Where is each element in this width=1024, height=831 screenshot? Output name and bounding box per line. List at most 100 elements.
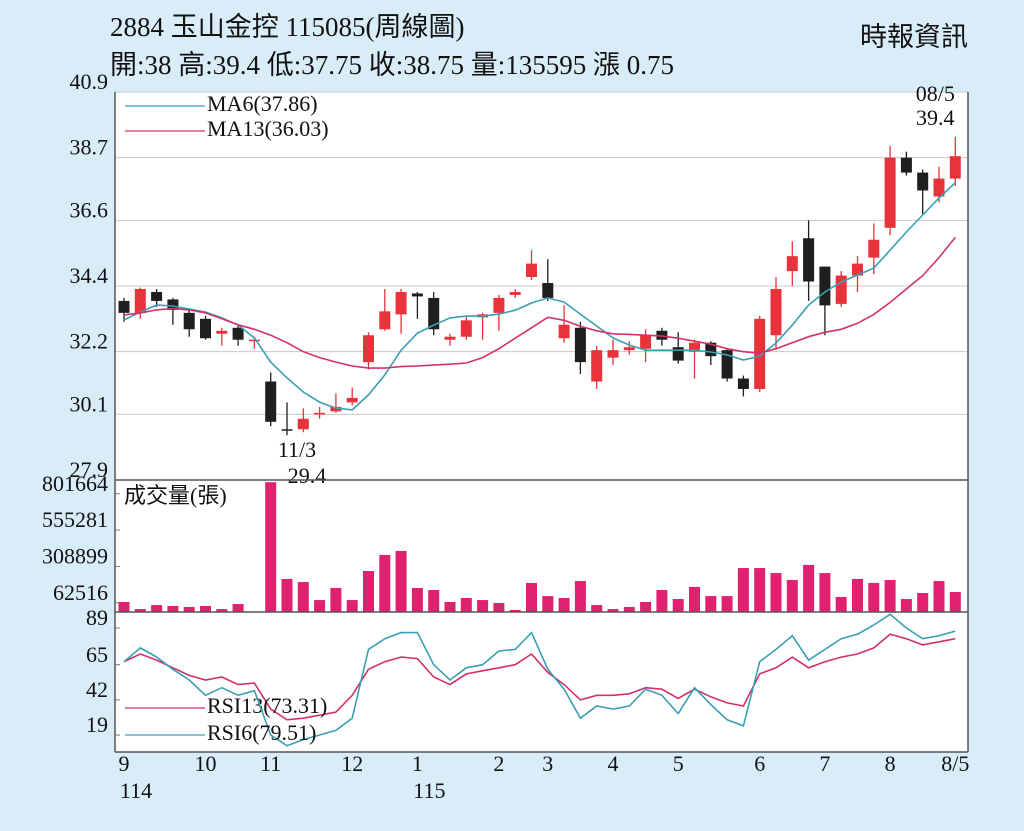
candle-body: [623, 347, 635, 351]
volume-bar: [705, 596, 717, 612]
high-note-value: 39.4: [916, 105, 955, 130]
candle-body: [248, 339, 260, 342]
candle-body: [395, 291, 407, 315]
x-tick-label: 8: [885, 751, 896, 776]
legend-label: MA6(37.86): [207, 91, 318, 116]
volume-bar: [640, 601, 652, 612]
volume-bar: [900, 599, 912, 612]
candle-body: [949, 156, 961, 179]
candle-body: [737, 378, 749, 389]
volume-bar: [770, 573, 782, 612]
candle-body: [509, 291, 521, 295]
candle-body: [379, 311, 391, 330]
candle-body: [917, 172, 929, 191]
x-year-label: 114: [120, 778, 152, 803]
y-tick-label: 42: [86, 677, 108, 702]
candle-body: [933, 178, 945, 197]
plot-area: [115, 92, 968, 752]
candle-body: [786, 256, 798, 272]
y-tick-label: 36.6: [70, 197, 109, 222]
volume-bar: [265, 482, 277, 612]
candle-body: [900, 157, 912, 173]
x-tick-label: 1: [412, 751, 423, 776]
volume-bar: [200, 605, 211, 612]
volume-bar: [558, 597, 570, 612]
x-tick-label: 7: [819, 751, 830, 776]
candle-body: [868, 239, 880, 258]
candle-body: [591, 350, 603, 382]
volume-bar: [395, 550, 407, 612]
low-note-date: 11/3: [278, 437, 316, 462]
candle-body: [265, 381, 277, 422]
low-note-value: 29.4: [288, 463, 327, 488]
candle-body: [346, 397, 358, 403]
candle-body: [444, 336, 456, 340]
series-line: [123, 633, 956, 721]
candle-body: [640, 335, 652, 349]
volume-bar: [493, 603, 505, 612]
volume-bar: [460, 597, 472, 612]
volume-bar: [917, 592, 929, 612]
volume-bar: [428, 590, 440, 612]
candle-body: [297, 418, 309, 430]
volume-bar: [330, 587, 342, 612]
x-tick-label: 8/5: [941, 751, 969, 776]
volume-bar: [314, 600, 326, 612]
volume-bar: [118, 601, 130, 612]
volume-bar: [819, 573, 831, 612]
volume-bar: [933, 581, 945, 612]
y-tick-label: 40.9: [70, 69, 109, 94]
volume-bar: [509, 609, 521, 612]
volume-bar: [363, 570, 374, 612]
y-tick-label: 801664: [42, 471, 108, 496]
x-tick-label: 6: [754, 751, 765, 776]
y-tick-label: 555281: [42, 507, 108, 532]
candle-body: [656, 330, 668, 340]
volume-bar: [477, 600, 489, 612]
volume-bar: [656, 590, 668, 612]
volume-bar: [623, 606, 635, 612]
candle-body: [134, 288, 146, 313]
volume-bar: [574, 581, 586, 612]
candle-body: [689, 342, 700, 352]
volume-bar: [689, 586, 700, 612]
volume-bar: [949, 592, 961, 612]
candle-body: [314, 412, 326, 415]
x-tick-label: 3: [542, 751, 553, 776]
candle-body: [705, 342, 717, 357]
y-tick-label: 65: [86, 642, 108, 667]
candle-body: [835, 275, 847, 304]
volume-bar: [542, 596, 554, 612]
x-tick-label: 5: [673, 751, 684, 776]
x-tick-label: 12: [341, 751, 363, 776]
y-tick-label: 30.1: [70, 391, 109, 416]
y-tick-label: 19: [86, 712, 108, 737]
candle-body: [672, 347, 684, 361]
candle-body: [118, 300, 130, 313]
candle-body: [460, 320, 472, 337]
volume-bar: [232, 604, 244, 612]
volume-bar: [134, 609, 146, 612]
candle-body: [607, 350, 619, 358]
volume-bar: [607, 609, 619, 612]
series-line: [123, 182, 956, 411]
volume-bar: [297, 582, 309, 612]
candle-body: [363, 335, 374, 363]
candle-body: [493, 297, 505, 313]
candle-body: [884, 157, 896, 228]
volume-bar: [216, 609, 228, 612]
volume-bar: [411, 587, 423, 612]
volume-bar: [379, 554, 391, 612]
legend-label: RSI6(79.51): [207, 720, 316, 745]
x-year-label: 115: [413, 778, 445, 803]
y-tick-label: 308899: [42, 543, 108, 568]
x-tick-label: 9: [119, 751, 130, 776]
candle-body: [151, 291, 163, 301]
candle-body: [232, 327, 244, 340]
volume-bar: [737, 568, 749, 612]
series-line: [123, 613, 956, 747]
candle-body: [721, 350, 733, 379]
volume-bar: [346, 600, 358, 612]
